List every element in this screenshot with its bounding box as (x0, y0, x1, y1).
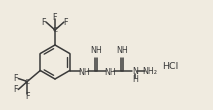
Text: F: F (13, 85, 17, 94)
Text: NH: NH (104, 68, 116, 77)
Text: F: F (42, 17, 46, 27)
Text: F: F (64, 17, 68, 27)
Text: C: C (52, 27, 58, 33)
Text: NH: NH (90, 46, 102, 54)
Text: F: F (53, 13, 57, 21)
Text: F: F (13, 74, 17, 83)
Text: H: H (132, 75, 138, 84)
Text: NH: NH (78, 68, 90, 77)
Text: NH₂: NH₂ (143, 67, 158, 76)
Text: F: F (25, 92, 30, 101)
Text: C: C (25, 79, 30, 84)
Text: NH: NH (116, 46, 128, 54)
Text: N: N (132, 67, 138, 76)
Text: HCl: HCl (162, 62, 178, 71)
